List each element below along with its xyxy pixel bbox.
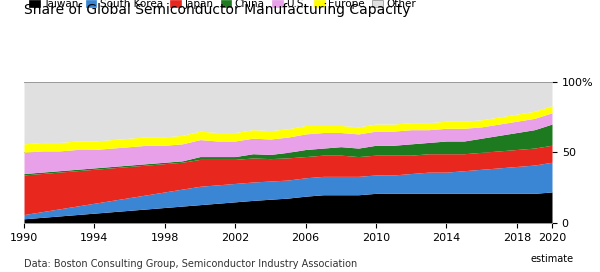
Text: Data: Boston Consulting Group, Semiconductor Industry Association: Data: Boston Consulting Group, Semicondu… (24, 259, 357, 269)
Legend: Taiwan, South Korea, Japan, China, U.S., Europe, Other: Taiwan, South Korea, Japan, China, U.S.,… (29, 0, 416, 9)
Text: Share of Global Semiconductor Manufacturing Capacity: Share of Global Semiconductor Manufactur… (24, 3, 410, 17)
Text: estimate: estimate (530, 254, 574, 264)
